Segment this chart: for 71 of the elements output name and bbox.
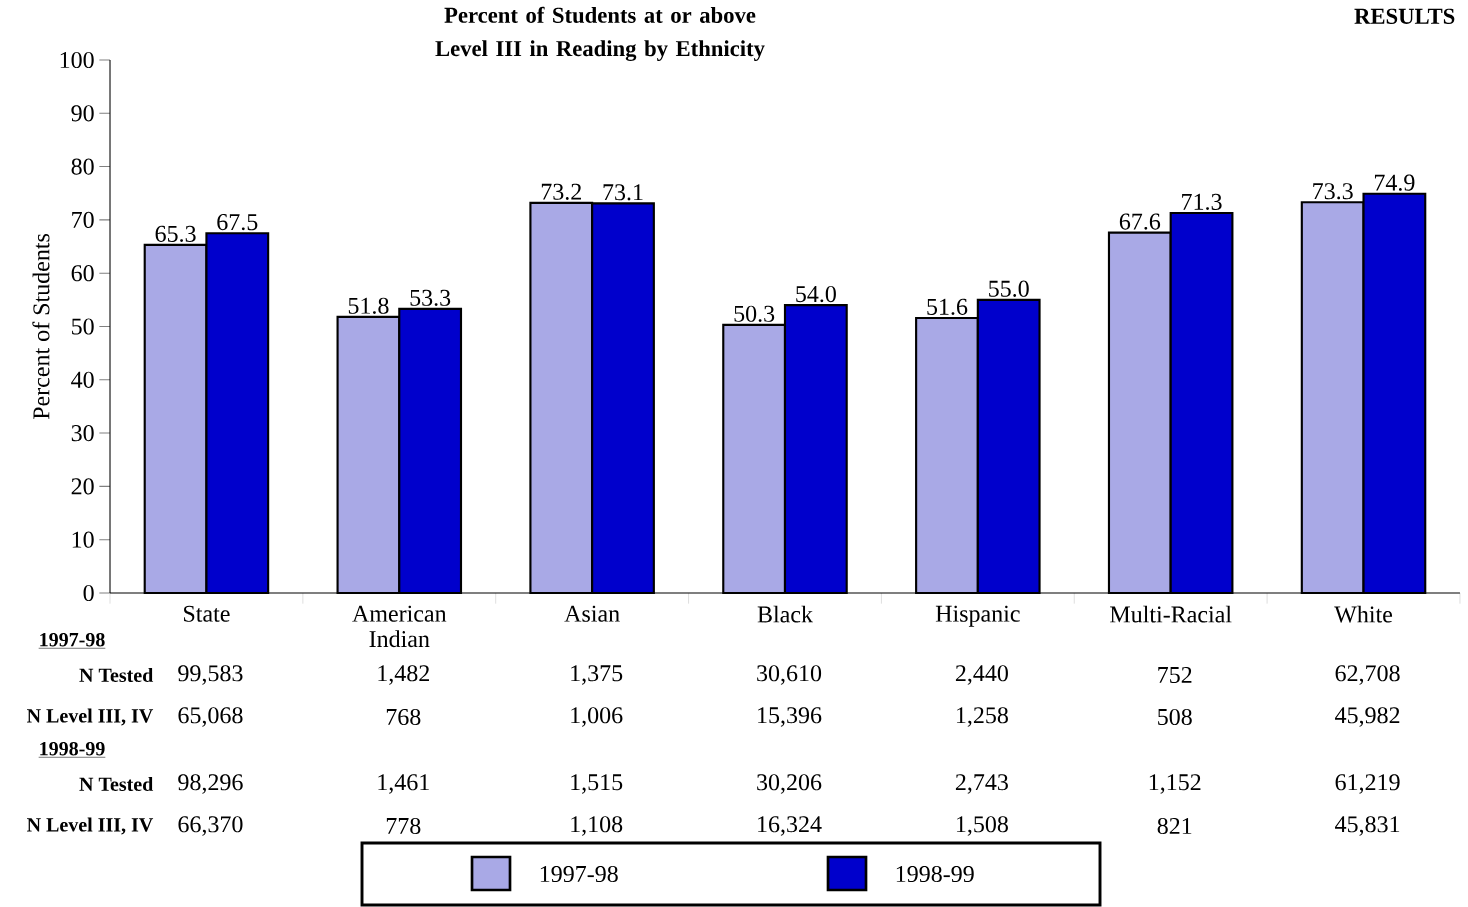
data-label: 54.0 [796, 285, 836, 303]
chart-title: Percent of Students at or above Level III in Reading by Ethnicity [435, 6, 765, 61]
text: 30,610 [757, 665, 822, 685]
text: 1,006 [571, 707, 623, 727]
y-tick-label: 30 [71, 425, 94, 442]
y-tick-label: 60 [71, 265, 94, 282]
text: 1,482 [378, 665, 429, 685]
text: 98,296 [178, 774, 243, 794]
text: RESULTS [1354, 8, 1455, 24]
y-tick-label: 90 [71, 105, 94, 122]
text: 1,375 [571, 665, 623, 685]
x-tick-label: Black [757, 605, 813, 623]
text: N Tested [79, 776, 154, 792]
text: 45,831 [1335, 816, 1400, 836]
y-tick-label: 0 [83, 584, 94, 602]
text: 65,068 [178, 707, 243, 727]
data-label: 73.3 [1313, 183, 1353, 200]
data-label: 67.6 [1119, 213, 1161, 230]
text: 66,370 [178, 816, 243, 836]
data-label: 65.3 [155, 225, 196, 242]
text: 45,982 [1335, 707, 1400, 727]
text: 1,508 [956, 816, 1008, 836]
text: 768 [386, 708, 421, 726]
text: 508 [1158, 708, 1192, 726]
x-tick-label: Asian [564, 605, 620, 622]
x-tick-label: State [184, 605, 230, 622]
text: 62,708 [1335, 665, 1400, 685]
text: 2,440 [955, 665, 1008, 685]
x-tick-label: White [1334, 605, 1393, 623]
text: N Tested [79, 667, 154, 683]
text: 1997-98 [40, 632, 105, 647]
text: 778 [386, 817, 421, 835]
y-tick-label: 70 [72, 211, 94, 228]
data-label: 51.6 [927, 298, 968, 316]
text: 752 [1158, 666, 1192, 684]
legend-label: 1997-98 [540, 865, 618, 883]
text: 1,515 [571, 774, 623, 794]
y-tick-label: 50 [72, 318, 94, 335]
text: N Level III, IV [27, 817, 154, 835]
data-label: 55.0 [989, 280, 1029, 297]
y-tick-label: 10 [72, 531, 94, 548]
data-label: 67.5 [217, 214, 258, 231]
y-tick-label: 80 [71, 158, 94, 175]
text: 15,396 [758, 707, 822, 727]
y-tick-label: 40 [71, 371, 94, 388]
text: 821 [1157, 817, 1192, 835]
data-label: 51.8 [348, 297, 389, 314]
data-label: 74.9 [1374, 174, 1415, 191]
data-label: 53.3 [410, 289, 451, 306]
x-tick-label: American Indian [352, 605, 447, 648]
text: 99,583 [178, 665, 243, 685]
text: 1,108 [571, 816, 623, 836]
text: 1,152 [1149, 774, 1201, 794]
x-tick-label: Multi-Racial [1110, 605, 1232, 623]
text: 1998-99 [40, 741, 105, 756]
text: 1,258 [956, 707, 1008, 727]
data-label: 71.3 [1182, 193, 1222, 211]
data-label: 73.1 [603, 184, 643, 201]
text: 1,461 [378, 774, 429, 794]
y-tick-label: 100 [60, 51, 94, 69]
text: N Level III, IV [27, 708, 154, 726]
x-tick-label: Hispanic [935, 605, 1020, 627]
data-label: 73.2 [541, 183, 581, 200]
y-axis-title: Percent of Students [32, 234, 50, 420]
text: 61,219 [1335, 774, 1400, 794]
text: 16,324 [758, 816, 822, 836]
data-label: 50.3 [734, 305, 775, 322]
text: 2,743 [955, 774, 1008, 794]
legend-label: 1998-99 [896, 865, 974, 883]
text: 30,206 [757, 774, 822, 794]
y-tick-label: 20 [71, 478, 94, 495]
